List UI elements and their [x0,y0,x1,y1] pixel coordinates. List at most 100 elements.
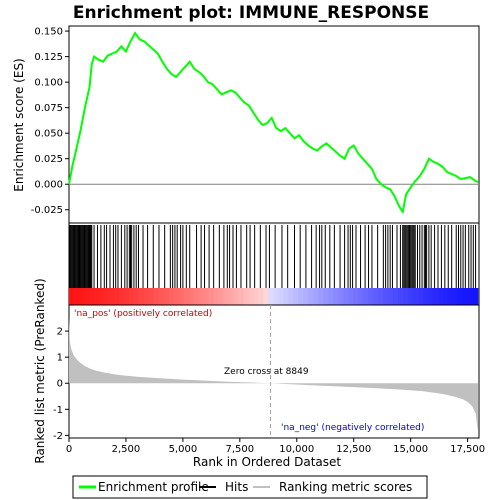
heat-band-segment [283,288,289,305]
heat-band-segment [278,288,284,305]
heat-band-segment [268,288,274,305]
hits-lines [69,225,477,288]
heat-band-segment [388,288,394,305]
x-axis: 0 2,500 5,000 7,500 10,000 12,500 15,000 17,500 [66,438,485,455]
x-tick-label: 12,500 [336,444,371,455]
heat-band-segment [203,288,210,305]
heat-band-segment [373,288,379,305]
heat-band-segment [228,288,234,305]
heat-band-segment [128,288,135,305]
heat-band-segment [383,288,389,305]
heat-band-segment [73,288,80,305]
metric-y-tick-label: 0 [57,379,63,390]
es-y-axis-label: Enrichment score (ES) [12,58,26,191]
pos-label: 'na_pos' (positively correlated) [74,309,212,319]
heat-band-segment [183,288,190,305]
metric-y-axis-label: Ranked list metric (PreRanked) [33,278,47,463]
heat-band-segment [133,288,140,305]
heat-band-segment [318,288,324,305]
metric-y-axis: 2 1 0 -1 -2 [53,327,69,442]
heat-band-segment [462,288,469,305]
x-tick-label: 10,000 [279,444,314,455]
heat-band-segment [328,288,334,305]
heat-band-segment [88,288,95,305]
heat-band-segment [93,288,100,305]
ranking-heatmap-band [69,288,479,305]
heat-band-segment [423,288,429,305]
zero-cross-label: Zero cross at 8849 [224,367,309,377]
legend-metric-label: Ranking metric scores [279,480,412,494]
heat-band-segment [138,288,145,305]
heat-band-segment [193,288,200,305]
heat-band-segment [472,288,479,305]
heat-band-segment [303,288,309,305]
heat-band-segment [358,288,364,305]
heat-band-segment [188,288,195,305]
heat-band-segment [238,288,244,305]
heat-band-segment [103,288,110,305]
heat-band-segment [213,288,219,305]
heat-band-segment [148,288,155,305]
x-tick-label: 5,000 [169,444,198,455]
heat-band-segment [363,288,369,305]
heat-band-segment [437,288,444,305]
heat-band-segment [83,288,90,305]
heat-band-segment [348,288,354,305]
heat-band-segment [78,288,85,305]
metric-panel: 2 1 0 -1 -2 'na_pos' (positively correlated)… [53,304,480,442]
heat-band-segment [308,288,314,305]
heat-band-segment [253,288,259,305]
heat-band-segment [248,288,254,305]
es-y-tick-label: 0.100 [34,78,63,89]
metric-y-tick-label: 1 [57,353,63,364]
metric-y-tick-label: 2 [57,327,63,338]
heat-band-segment [378,288,384,305]
x-tick-label: 7,500 [226,444,255,455]
heat-band-segment [168,288,175,305]
heat-band-segment [223,288,229,305]
heat-band-segment [273,288,279,305]
heat-band-segment [69,288,75,305]
heat-band-segment [428,288,434,305]
heat-band-segment [353,288,359,305]
es-y-tick-label: 0.000 [34,180,63,191]
es-y-tick-label: -0.025 [31,205,63,216]
heat-band-segment [258,288,264,305]
heat-band-segment [263,288,269,305]
heat-band-segment [467,288,474,305]
legend-enrichment-label: Enrichment profile [98,480,209,494]
heat-band-segment [338,288,344,305]
heat-band-segment [403,288,409,305]
heat-band-segment [118,288,125,305]
heat-band-segment [457,288,464,305]
heat-band-segment [442,288,449,305]
heat-band-segment [218,288,224,305]
heat-band-segment [243,288,249,305]
x-tick-label: 17,500 [450,444,485,455]
heat-band-segment [173,288,180,305]
es-y-tick-label: 0.125 [34,52,63,63]
heat-band-segment [198,288,205,305]
chart-title: Enrichment plot: IMMUNE_RESPONSE [73,3,429,23]
heat-band-segment [432,288,439,305]
enrichment-profile-line [68,31,479,215]
heat-band-segment [123,288,130,305]
heat-band-segment [153,288,160,305]
es-y-tick-label: 0.050 [34,129,63,140]
heat-band-segment [413,288,419,305]
metric-y-tick-label: -1 [53,405,63,416]
metric-y-tick-label: -2 [53,431,63,442]
heat-band-segment [108,288,115,305]
heat-band-segment [208,288,214,305]
legend-hits-label: Hits [225,480,248,494]
heat-band-segment [447,288,454,305]
heat-band-segment [323,288,329,305]
heat-band-segment [98,288,105,305]
heat-band-segment [333,288,339,305]
legend: Enrichment profile Hits Ranking metric s… [72,475,428,499]
heat-band-segment [178,288,185,305]
es-y-tick-label: 0.075 [34,103,63,114]
es-y-axis: 0.150 0.125 0.100 0.075 0.050 0.025 0.000 -0.02… [31,27,69,216]
es-y-tick-label: 0.150 [34,27,63,38]
heat-band-segment [158,288,165,305]
